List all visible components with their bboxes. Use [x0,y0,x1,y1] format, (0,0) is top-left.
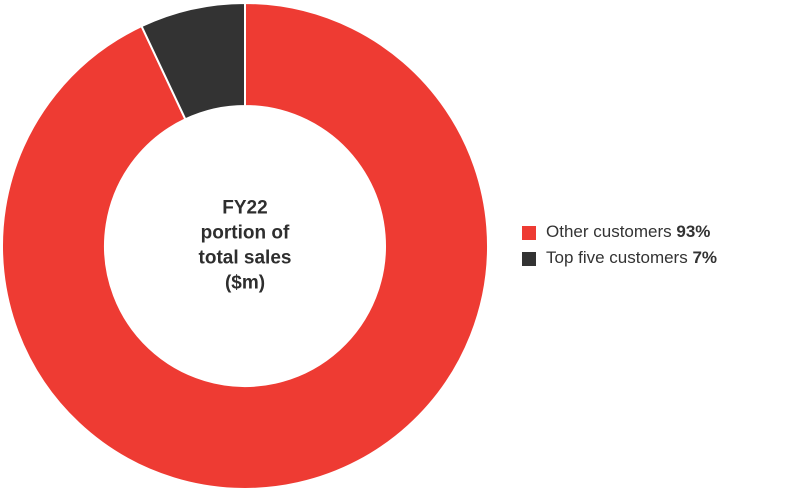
legend-entry: Other customers 93% [546,222,710,241]
legend-label: Other customers [546,222,672,241]
legend-swatch [522,226,536,240]
donut-segment [140,1,246,121]
legend-value: 7% [692,248,717,267]
center-label: ($m) [225,273,265,294]
donut-segment [1,1,489,490]
center-label: FY22 [222,198,267,219]
legend-swatch [522,252,536,266]
legend-label: Top five customers [546,248,688,267]
center-label: total sales [199,248,292,269]
legend-value: 93% [676,222,710,241]
center-label: portion of [201,223,290,244]
legend-entry: Top five customers 7% [546,248,717,267]
